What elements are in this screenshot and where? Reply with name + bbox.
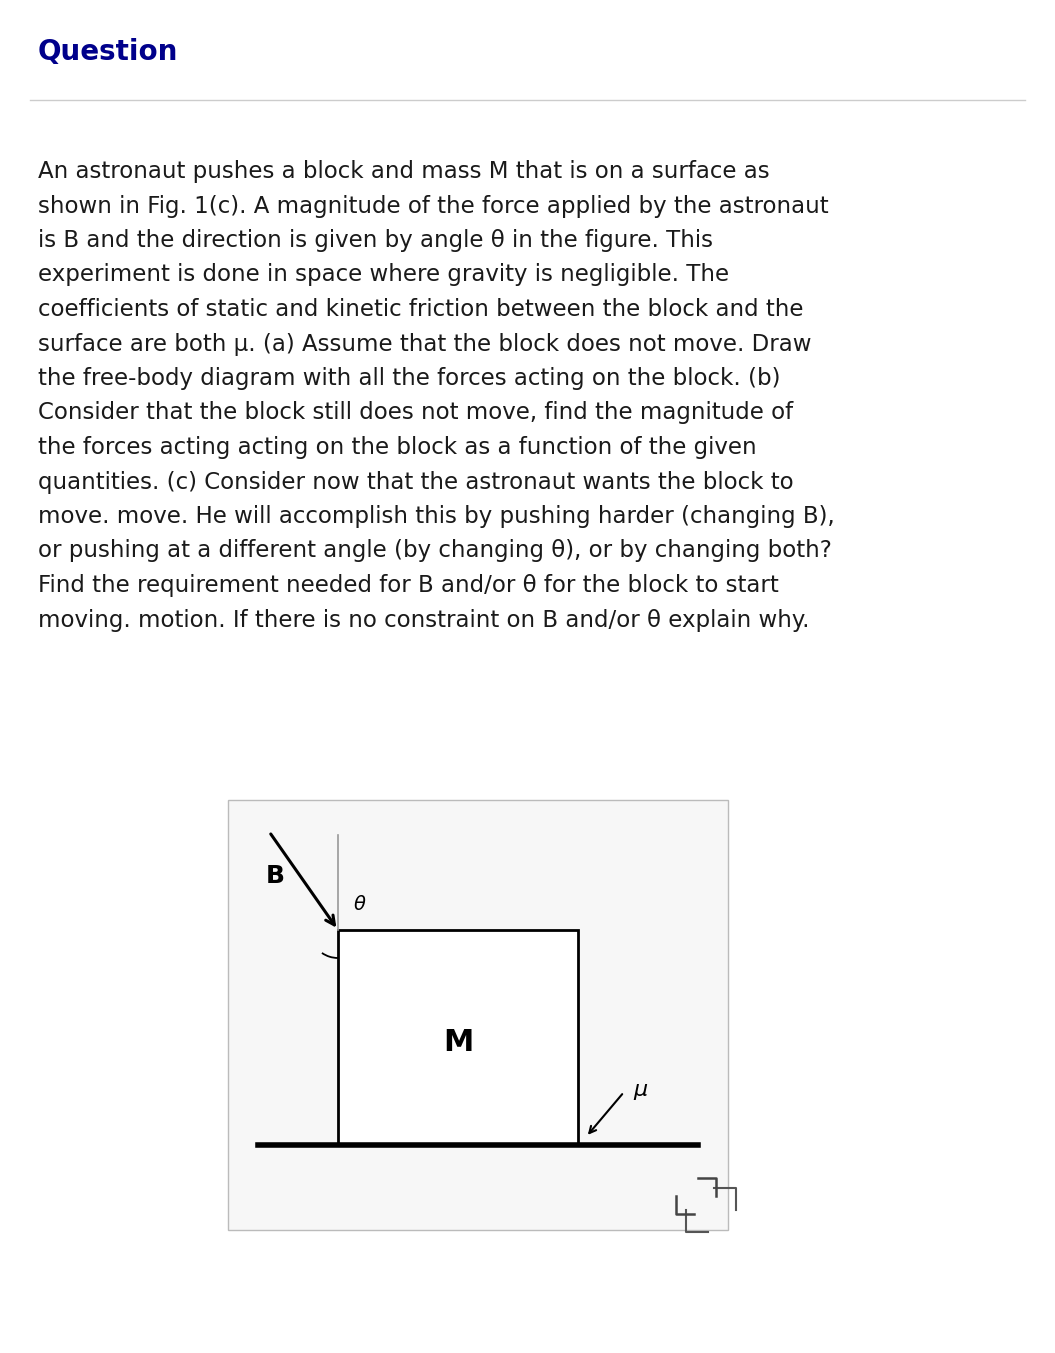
Text: Question: Question [38, 38, 178, 66]
Text: Find the requirement needed for B and/or θ for the block to start: Find the requirement needed for B and/or… [38, 574, 779, 597]
Text: θ: θ [354, 896, 366, 915]
Text: the free-body diagram with all the forces acting on the block. (b): the free-body diagram with all the force… [38, 367, 781, 390]
Text: M: M [443, 1028, 474, 1057]
Bar [338, 930, 578, 1145]
Text: moving. motion. If there is no constraint on B and/or θ explain why.: moving. motion. If there is no constrain… [38, 609, 809, 632]
Text: coefficients of static and kinetic friction between the block and the: coefficients of static and kinetic frict… [38, 298, 804, 321]
Text: experiment is done in space where gravity is negligible. The: experiment is done in space where gravit… [38, 264, 729, 287]
Text: An astronaut pushes a block and mass M that is on a surface as: An astronaut pushes a block and mass M t… [38, 160, 770, 183]
Text: quantities. (c) Consider now that the astronaut wants the block to: quantities. (c) Consider now that the as… [38, 471, 793, 494]
Text: is B and the direction is given by angle θ in the figure. This: is B and the direction is given by angle… [38, 229, 713, 252]
Bar [228, 800, 728, 1230]
Text: move. move. He will accomplish this by pushing harder (changing B),: move. move. He will accomplish this by p… [38, 505, 835, 528]
Text: or pushing at a different angle (by changing θ), or by changing both?: or pushing at a different angle (by chan… [38, 540, 832, 563]
Text: Consider that the block still does not move, find the magnitude of: Consider that the block still does not m… [38, 402, 793, 425]
Text: B: B [266, 863, 285, 888]
Text: the forces acting acting on the block as a function of the given: the forces acting acting on the block as… [38, 436, 756, 459]
Text: surface are both μ. (a) Assume that the block does not move. Draw: surface are both μ. (a) Assume that the … [38, 333, 811, 356]
Text: shown in Fig. 1(c). A magnitude of the force applied by the astronaut: shown in Fig. 1(c). A magnitude of the f… [38, 195, 828, 218]
Text: μ: μ [633, 1080, 647, 1100]
